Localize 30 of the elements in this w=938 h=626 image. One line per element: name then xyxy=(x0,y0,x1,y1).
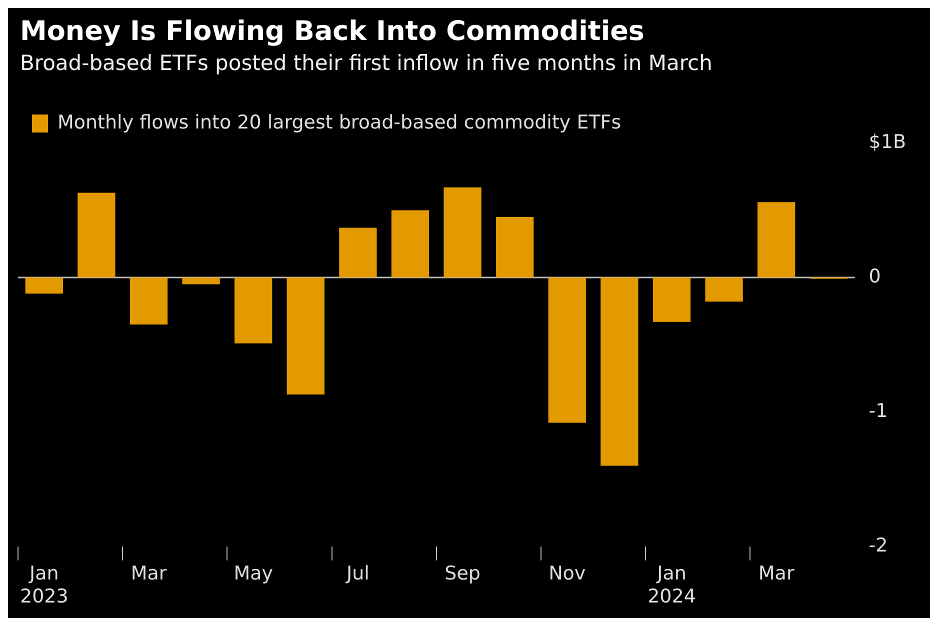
bar xyxy=(182,277,220,284)
x-tick-label: Nov xyxy=(548,562,586,585)
bar xyxy=(548,277,586,423)
y-tick-label: -1 xyxy=(868,400,888,422)
bar xyxy=(705,277,743,302)
bar xyxy=(25,277,63,294)
bar xyxy=(391,210,430,278)
x-tick-label: Jan 2023 xyxy=(20,562,68,608)
legend-label: Monthly flows into 20 largest broad-based commodity ETFs xyxy=(58,111,622,134)
chart-title: Money Is Flowing Back Into Commodities xyxy=(20,16,646,48)
bar xyxy=(444,187,482,278)
bar xyxy=(286,277,324,394)
bar xyxy=(78,192,116,278)
y-tick-label: 0 xyxy=(868,265,881,288)
bar xyxy=(600,277,638,466)
bar xyxy=(758,202,796,278)
bar xyxy=(496,216,534,278)
y-tick-label: $1B xyxy=(868,130,906,153)
x-tick-label: Mar xyxy=(130,562,167,585)
x-tick-label: Mar xyxy=(758,562,794,585)
chart-subtitle: Broad-based ETFs posted their first inflow in five months in March xyxy=(20,50,714,77)
bar xyxy=(130,277,168,325)
y-tick-label: -2 xyxy=(868,534,888,556)
bar xyxy=(234,277,272,344)
bar xyxy=(652,277,691,322)
x-tick-label: Jul xyxy=(345,562,370,585)
x-tick-label: Jan 2024 xyxy=(648,562,696,608)
bar xyxy=(339,228,377,278)
x-tick-label: Sep xyxy=(444,562,480,585)
x-tick-label: May xyxy=(234,562,273,585)
